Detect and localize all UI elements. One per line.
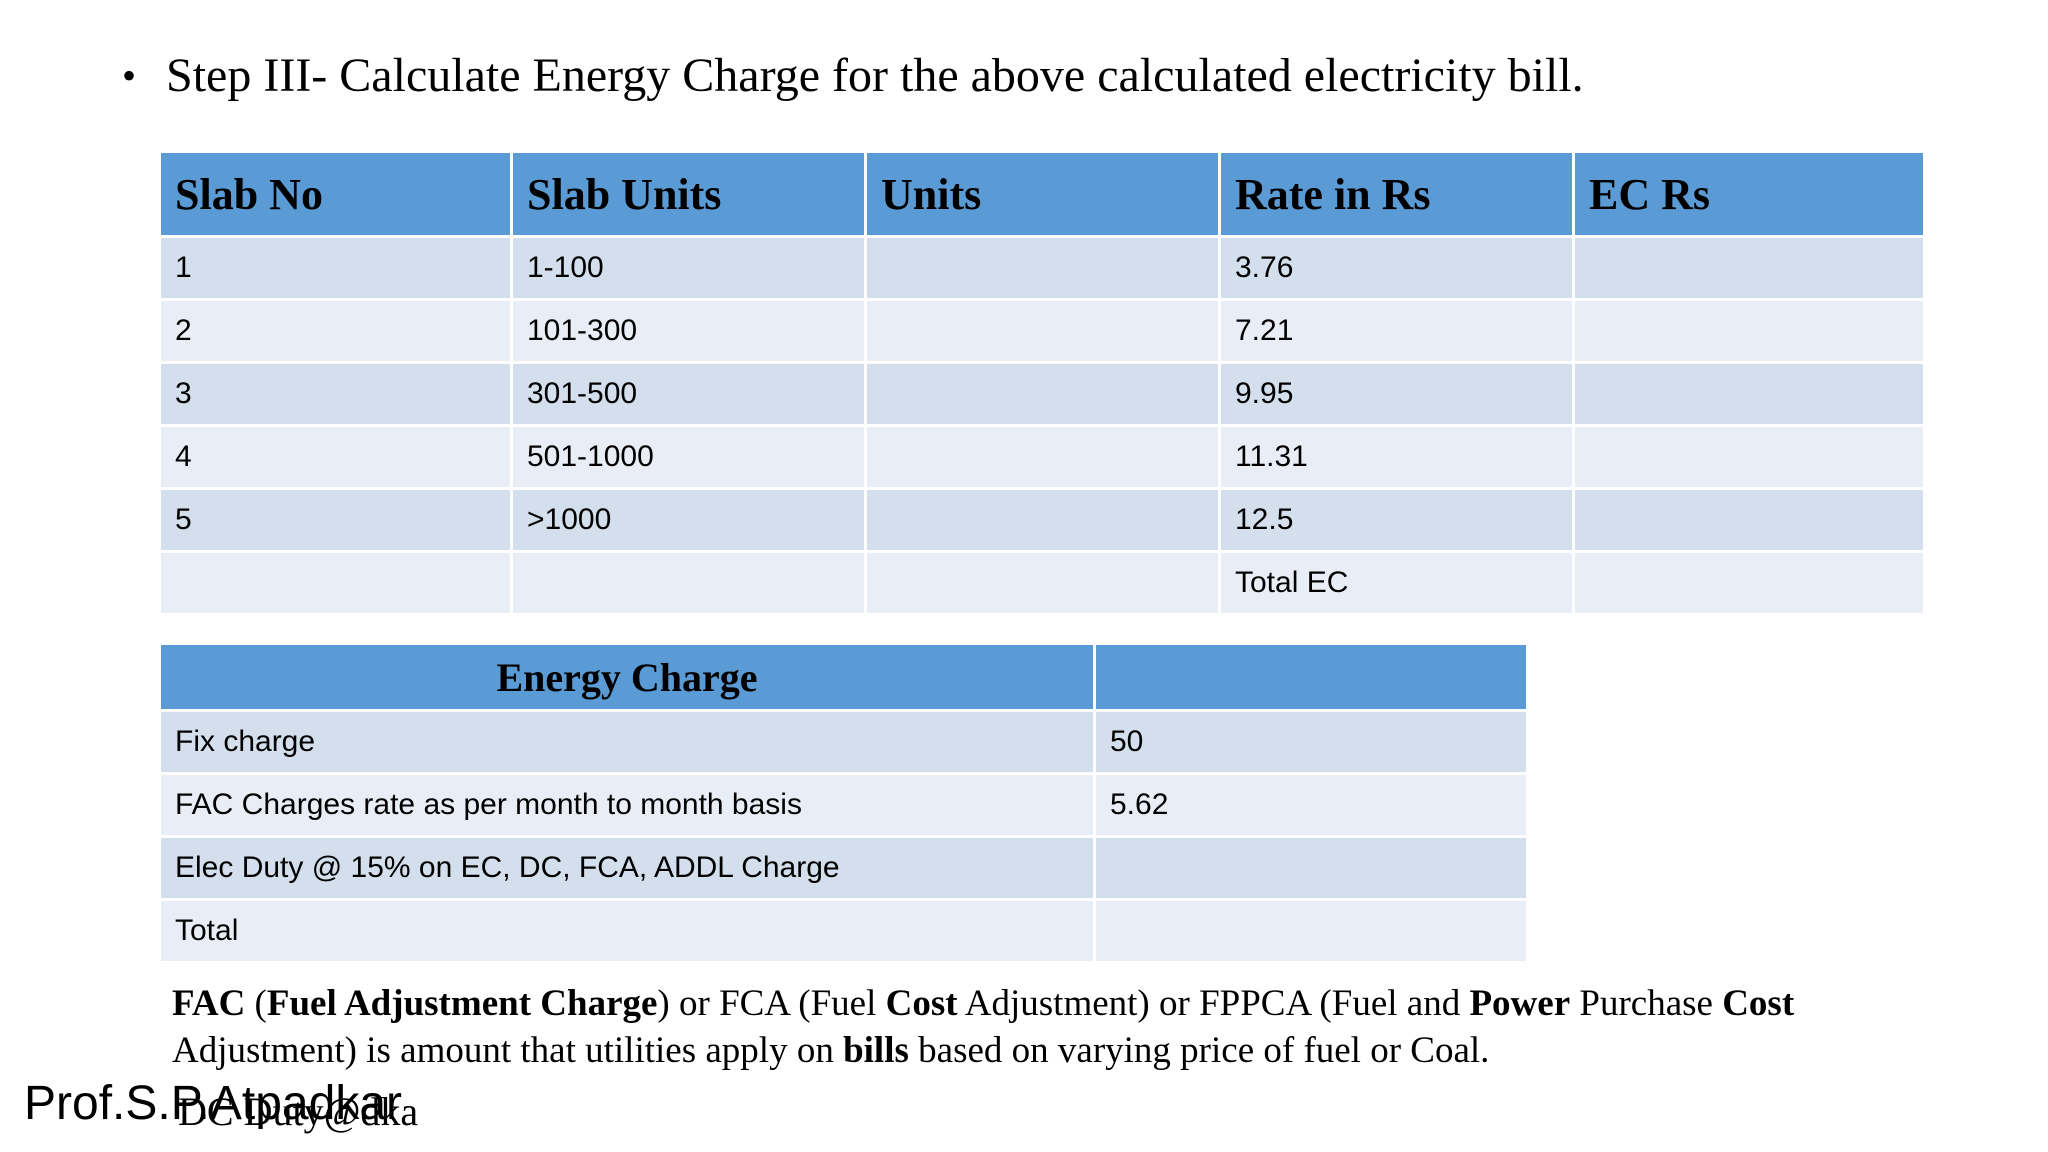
page-title-row: • Step III- Calculate Energy Charge for … [122, 44, 1584, 108]
table-header-cell: Slab No [161, 153, 510, 235]
table-cell [1575, 238, 1923, 298]
table-cell [1096, 901, 1526, 961]
note-text-segment: Adjustment) or FPPCA (Fuel and [957, 983, 1470, 1024]
table-cell: 101-300 [513, 301, 864, 361]
table-row: 2 101-300 7.21 [161, 301, 1923, 361]
table-cell: 1-100 [513, 238, 864, 298]
note-text-segment: FAC [172, 983, 246, 1024]
table-row: 1 1-100 3.76 [161, 238, 1923, 298]
slab-table-header: Slab No Slab Units Units Rate in Rs EC Rs [161, 153, 1923, 235]
table-cell: 3.76 [1221, 238, 1572, 298]
energy-table-body: Fix charge 50 FAC Charges rate as per mont… [161, 712, 1526, 961]
note-text-segment: Adjustment) is amount that utilities app… [172, 1030, 844, 1071]
energy-charge-table: Energy Charge Fix charge 50 FAC Charges ra… [158, 642, 1529, 964]
table-row: FAC Charges rate as per month to month b… [161, 775, 1526, 835]
table-cell: 11.31 [1221, 427, 1572, 487]
table-cell: Fix charge [161, 712, 1093, 772]
table-cell: 501-1000 [513, 427, 864, 487]
table-cell [867, 553, 1218, 613]
table-row: Elec Duty @ 15% on EC, DC, FCA, ADDL Cha… [161, 838, 1526, 898]
table-row: Fix charge 50 [161, 712, 1526, 772]
table-cell: 9.95 [1221, 364, 1572, 424]
table-header-cell: EC Rs [1575, 153, 1923, 235]
table-cell [513, 553, 864, 613]
note-text-segment: bills [843, 1030, 909, 1071]
table-cell: FAC Charges rate as per month to month b… [161, 775, 1093, 835]
table-cell [1575, 301, 1923, 361]
table-cell: 1 [161, 238, 510, 298]
table-row: Total [161, 901, 1526, 961]
energy-charge-header-cell: Energy Charge [161, 645, 1093, 709]
note-text-segment: based on varying price of fuel or Coal. [908, 1030, 1490, 1071]
table-cell: 301-500 [513, 364, 864, 424]
table-header-row: Slab No Slab Units Units Rate in Rs EC Rs [161, 153, 1923, 235]
overlapped-footer-text: DC Duty@dka [178, 1089, 419, 1134]
note-text-segment: ( [245, 983, 267, 1024]
footer-author-text: Prof.S.P.Atpadkar [24, 1077, 402, 1130]
table-cell [867, 238, 1218, 298]
bullet-icon: • [122, 53, 137, 98]
note-text-segment: Power [1469, 983, 1571, 1024]
table-header-row: Energy Charge [161, 645, 1526, 709]
table-header-cell: Slab Units [513, 153, 864, 235]
slab-table-body: 1 1-100 3.76 2 101-300 7.21 3 301-500 9.95 4 501-1… [161, 238, 1923, 613]
note-text-segment: ) or FCA (Fuel [657, 983, 886, 1024]
table-cell [1096, 838, 1526, 898]
energy-charge-header-value-cell [1096, 645, 1526, 709]
table-cell: 5.62 [1096, 775, 1526, 835]
table-cell [867, 301, 1218, 361]
table-cell [1575, 490, 1923, 550]
table-cell: 12.5 [1221, 490, 1572, 550]
fac-note-paragraph: FAC (Fuel Adjustment Charge) or FCA (Fue… [172, 980, 1882, 1074]
table-header-cell: Units [867, 153, 1218, 235]
table-row: Total EC [161, 553, 1923, 613]
table-header-cell: Rate in Rs [1221, 153, 1572, 235]
table-cell: 7.21 [1221, 301, 1572, 361]
table-cell [867, 364, 1218, 424]
table-row: 4 501-1000 11.31 [161, 427, 1923, 487]
table-cell: 4 [161, 427, 510, 487]
table-cell: >1000 [513, 490, 864, 550]
table-cell [1575, 364, 1923, 424]
table-row: 3 301-500 9.95 [161, 364, 1923, 424]
table-cell [867, 427, 1218, 487]
table-cell: 50 [1096, 712, 1526, 772]
page-title: Step III- Calculate Energy Charge for th… [166, 49, 1584, 102]
note-text-segment: Cost [1722, 983, 1795, 1024]
table-row: 5 >1000 12.5 [161, 490, 1923, 550]
table-cell: 3 [161, 364, 510, 424]
table-cell [867, 490, 1218, 550]
table-cell [161, 553, 510, 613]
note-text-segment: Fuel Adjustment Charge [266, 983, 658, 1024]
table-cell: Elec Duty @ 15% on EC, DC, FCA, ADDL Cha… [161, 838, 1093, 898]
note-text-segment: Cost [885, 983, 958, 1024]
table-cell: Total [161, 901, 1093, 961]
table-cell [1575, 427, 1923, 487]
table-cell: 5 [161, 490, 510, 550]
table-cell [1575, 553, 1923, 613]
energy-table-header: Energy Charge [161, 645, 1526, 709]
table-cell: 2 [161, 301, 510, 361]
note-text-segment: Purchase [1570, 983, 1723, 1024]
table-cell: Total EC [1221, 553, 1572, 613]
